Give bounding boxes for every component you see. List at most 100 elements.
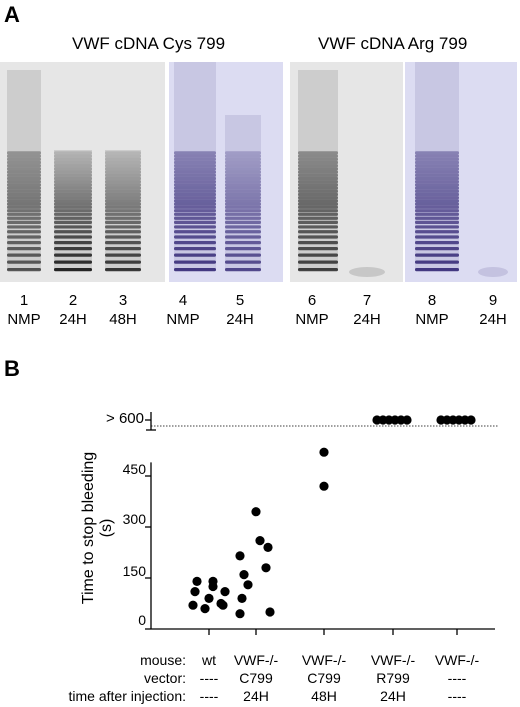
data-point [192,576,202,587]
gel-lane-8-band [415,202,459,206]
gel-lane-2-band [54,173,92,177]
gel-lane-6-band [298,183,338,187]
gel-lane-3-band [105,235,141,239]
gel-lane-1-band [7,170,41,174]
gel-lane-8-band [415,253,459,257]
gel-lane-3-band [105,220,141,225]
gel-lane-3-band [105,199,141,203]
gel-lane-6-band [298,151,338,155]
lane-condition-3: 48H [109,311,137,328]
gel-lane-5-band [225,202,261,206]
data-point [319,447,329,457]
gel-lane-4-band [174,164,216,168]
lane-condition-7: 24H [353,311,381,328]
gel-lane-1-band [7,241,41,245]
data-point [204,593,214,604]
gel-lane-5-band [225,220,261,225]
data-point [200,604,210,614]
category-4-vector: R799 [376,670,410,686]
gel-lane-5-band [225,235,261,239]
data-point [261,563,271,573]
gel-lane-6-band [298,170,338,174]
gel-lane-5-band [225,151,261,155]
lane-condition-2: 24H [59,311,87,328]
gel-lane-5-band [225,157,261,161]
gel-lane-1-band [7,196,41,200]
gel-lane-1-band [7,189,41,193]
gel-lane-2-band [54,260,92,264]
gel-lane-5-band [225,205,261,209]
category-2-mouse: VWF-/- [233,652,279,668]
gel-lane-6-band [298,196,338,200]
gel-lane-4-band [174,205,216,209]
category-1-time: ---- [199,688,219,704]
row-label-vector: vector: [143,670,186,686]
gel-lane-9-smear [478,267,508,277]
gel-lane-4-band [174,209,216,213]
gel-lane-8-band [415,225,459,229]
gel-lane-3-band [105,247,141,251]
gel-lane-4-band [174,220,216,225]
gel-lane-1-band [7,205,41,209]
gel-lane-3-band [105,268,141,272]
gel-lane-6-band [298,216,338,220]
gel-lane-6-band [298,230,338,234]
gel-lane-1-band [7,235,41,239]
lane-condition-8: NMP [415,311,449,328]
gel-lane-1-band [7,164,41,168]
gel-lane-6-band [298,205,338,209]
gel-lane-4-band [174,268,216,272]
y-tick-150: 150 [122,563,146,579]
gel-lane-3-band [105,209,141,213]
gel-lane-1-band [7,202,41,206]
gel-lane-6-band [298,235,338,239]
data-point [188,600,198,610]
gel-lane-8-band [415,170,459,174]
gel-lane-8-band [415,235,459,239]
gel-lane-1-band [7,260,41,264]
gel-lane-2-band [54,253,92,257]
gel-lane-2-band [54,230,92,234]
y-axis-title-line2: (s) [98,518,115,538]
gel-lane-5-band [225,196,261,200]
gel-lane-2-band [54,176,92,181]
gel-lane-4-band [174,151,216,155]
gel-lane-6-band [298,225,338,229]
gel-lane-4-band [174,170,216,174]
gel-lane-3-band [105,170,141,174]
gel-lane-2-band [54,151,92,155]
gel-lane-7-smear [349,267,385,277]
gel-lane-3-band [105,183,141,187]
gel-lane-8-band [415,176,459,181]
gel-lane-5-band [225,241,261,245]
category-3-time: 48H [311,688,337,704]
gel-lane-4-band [174,199,216,203]
gel-lane-4-band [174,167,216,171]
data-point [208,576,218,587]
gel-lane-1-band [7,192,41,197]
gel-lane-3-band [105,176,141,181]
gel-lane-2-band [54,212,92,216]
gel-lane-8-band [415,154,459,158]
gel-lane-5-band [225,216,261,220]
gel-lane-6-band [298,268,338,272]
panel-a-label: A [4,2,20,27]
gel-lane-5-band [225,247,261,251]
gel-lane-3-band [105,186,141,190]
gel-lane-1-band [7,180,41,184]
gel-lane-4-band [174,253,216,257]
gel-lane-4-band [174,241,216,245]
gel-lane-6-band [298,173,338,177]
gel-lane-4-band [174,186,216,190]
data-point [263,542,273,553]
gel-lane-5-band [225,212,261,216]
lane-condition-6: NMP [295,311,329,328]
gel-lane-5-band [225,186,261,190]
gel-lane-6-band [298,253,338,257]
gel-lane-6-band [298,164,338,168]
gel-lane-5-band [225,154,261,158]
gel-lane-4-band [174,196,216,200]
lane-condition-1: NMP [7,311,41,328]
gel-lane-3-band [105,253,141,257]
gel-lane-8-band [415,183,459,187]
